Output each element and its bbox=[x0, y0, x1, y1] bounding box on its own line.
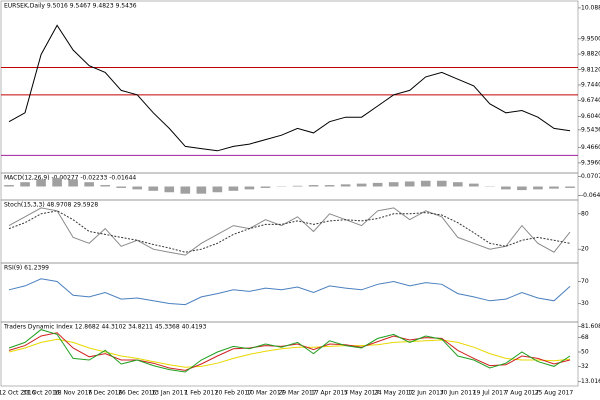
y-tick-label: 30 bbox=[581, 300, 589, 307]
y-tick-label: 9.6040 bbox=[581, 113, 600, 120]
y-tick-label: 70 bbox=[581, 278, 589, 285]
y-tick-label: 68 bbox=[581, 334, 589, 341]
histogram-bar bbox=[20, 182, 30, 187]
y-tick-label: 81.6080 bbox=[581, 323, 600, 330]
y-tick-label: 9.3960 bbox=[581, 159, 600, 166]
series-line bbox=[8, 24, 571, 152]
histogram-bar bbox=[132, 186, 143, 190]
histogram-bar bbox=[84, 182, 94, 187]
histogram-bar bbox=[420, 180, 431, 187]
panel-frame bbox=[0, 0, 579, 174]
histogram-bar bbox=[324, 185, 335, 187]
y-tick-label: 13.0165 bbox=[581, 378, 600, 385]
y-tick-label: 9.5436 bbox=[581, 126, 600, 133]
y-tick-label: 50 bbox=[581, 349, 589, 356]
histogram-bar bbox=[4, 185, 14, 187]
histogram-bar bbox=[260, 186, 271, 188]
x-tick-label: 13 Jan 2017 bbox=[151, 390, 187, 397]
x-tick-label: 18 Nov 2016 bbox=[54, 390, 93, 397]
panel-title: RSI(9) 61.2399 bbox=[4, 265, 49, 272]
panel-title: Traders Dynamic Index 12.8682 44.3102 34… bbox=[3, 324, 207, 331]
x-tick-label: 31 Oct 2016 bbox=[23, 390, 60, 397]
histogram-bar bbox=[196, 186, 207, 194]
x-tick-label: 29 Mar 2017 bbox=[278, 390, 316, 397]
histogram-bar bbox=[36, 179, 46, 187]
x-tick-label: 30 Jun 2017 bbox=[440, 390, 476, 397]
y-tick-label: 32 bbox=[581, 363, 589, 370]
x-tick-label: 7 Dec 2016 bbox=[88, 390, 123, 397]
x-tick-label: 19 Jul 2017 bbox=[473, 390, 507, 397]
x-tick-label: 12 Oct 2016 bbox=[0, 390, 36, 397]
x-tick-label: 25 Aug 2017 bbox=[535, 390, 574, 397]
histogram-bar bbox=[501, 186, 511, 190]
x-tick-label: 20 Feb 2017 bbox=[215, 390, 253, 397]
x-tick-label: 12 Jun 2017 bbox=[408, 390, 444, 397]
panel-title: EURSEK,Daily 9.5016 9.5467 9.4823 9.5436 bbox=[4, 3, 137, 10]
histogram-bar bbox=[452, 182, 463, 187]
histogram-bar bbox=[228, 186, 239, 191]
histogram-bar bbox=[148, 186, 159, 191]
series-line bbox=[8, 210, 571, 253]
x-tick-label: 5 May 2017 bbox=[344, 390, 379, 397]
x-tick-label: 10 Mar 2017 bbox=[246, 390, 284, 397]
histogram-bar bbox=[212, 186, 223, 193]
y-tick-label: 9.9500 bbox=[581, 35, 600, 42]
y-tick-label: 9.8820 bbox=[581, 51, 600, 58]
histogram-bar bbox=[469, 183, 479, 187]
series-line bbox=[8, 278, 571, 306]
histogram-bar bbox=[549, 186, 559, 189]
histogram-bar bbox=[340, 184, 351, 187]
x-tick-label: 7 Aug 2017 bbox=[505, 390, 540, 397]
histogram-bar bbox=[244, 186, 255, 190]
histogram-bar bbox=[308, 185, 319, 187]
y-tick-label: 10.0880 bbox=[581, 4, 600, 11]
histogram-bar bbox=[292, 185, 303, 187]
y-tick-label: 0.07071 bbox=[581, 173, 600, 180]
series-line bbox=[8, 207, 571, 256]
panel-title: MACD(12,26,9) -0.00277 -0.02233 -0.01644 bbox=[4, 175, 136, 182]
histogram-bar bbox=[517, 186, 527, 191]
series-line bbox=[8, 338, 571, 368]
histogram-bar bbox=[565, 186, 575, 188]
histogram-bar bbox=[436, 180, 447, 187]
y-tick-label: 20 bbox=[581, 246, 589, 253]
series-line bbox=[8, 329, 571, 373]
histogram-bar bbox=[100, 185, 110, 187]
y-tick-label: 80 bbox=[581, 210, 589, 217]
histogram-bar bbox=[52, 177, 62, 187]
panel-frame bbox=[0, 321, 579, 387]
histogram-bar bbox=[164, 186, 175, 193]
histogram-bar bbox=[180, 186, 191, 194]
x-tick-label: 17 Apr 2017 bbox=[311, 390, 348, 397]
y-tick-label: -0.06402 bbox=[581, 192, 600, 199]
y-tick-label: 9.8120 bbox=[581, 66, 600, 73]
panel-frame bbox=[0, 262, 579, 323]
histogram-bar bbox=[68, 179, 78, 187]
x-tick-label: 26 Dec 2016 bbox=[118, 390, 157, 397]
histogram-bar bbox=[404, 181, 415, 187]
histogram-bar bbox=[116, 186, 127, 188]
histogram-bar bbox=[533, 186, 543, 190]
histogram-bar bbox=[356, 183, 367, 187]
y-tick-label: 9.4660 bbox=[581, 144, 600, 151]
panel-title: Stoch(15,3,3) 48.9708 29.5928 bbox=[4, 202, 98, 209]
histogram-bar bbox=[388, 182, 399, 187]
y-tick-label: 9.6740 bbox=[581, 97, 600, 104]
y-tick-label: 9.7440 bbox=[581, 81, 600, 88]
x-tick-label: 1 Feb 2017 bbox=[185, 390, 219, 397]
panel-frame bbox=[0, 199, 579, 264]
histogram-bar bbox=[372, 182, 383, 187]
x-tick-label: 24 May 2017 bbox=[374, 390, 413, 397]
